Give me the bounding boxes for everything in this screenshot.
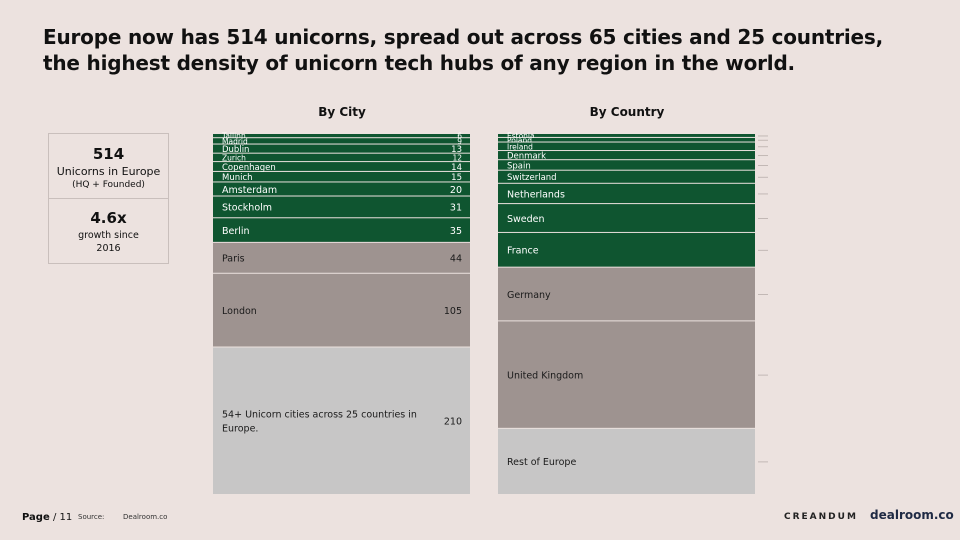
city-value-label: 105 (444, 306, 462, 317)
city-label: Zurich (222, 154, 246, 163)
source-label: Source: (78, 513, 105, 521)
dealroom-logo: dealroom.co (870, 508, 954, 522)
country-label: Germany (507, 290, 551, 301)
city-bar (213, 171, 470, 182)
slide-title: Europe now has 514 unicorns, spread out … (43, 25, 884, 75)
city-bar (213, 218, 470, 242)
country-bar (498, 183, 755, 204)
stat-note: 2016 (96, 243, 121, 254)
country-label: Denmark (507, 152, 546, 162)
city-bar (213, 182, 470, 196)
stat-value: 4.6x (90, 209, 127, 227)
page-number: / 11 (52, 512, 73, 523)
country-label: Poland (507, 136, 532, 145)
creandum-logo: CREANDUM (784, 512, 858, 522)
country-label: France (507, 246, 539, 257)
city-bar (213, 196, 470, 218)
city-value-label: 14 (451, 163, 462, 173)
country-label: United Kingdom (507, 370, 583, 381)
country-bar (498, 151, 755, 160)
city-label: Berlin (222, 226, 250, 237)
city-label: Copenhagen (222, 163, 276, 173)
city-value-label: 210 (444, 417, 462, 428)
city-value-label: 9 (457, 137, 462, 146)
country-bar (498, 267, 755, 321)
city-bar (213, 347, 470, 494)
country-label: Estonia (507, 132, 535, 141)
city-label: Amsterdam (222, 185, 277, 196)
city-value-label: 15 (451, 173, 462, 183)
city-bar (213, 242, 470, 273)
country-bar (498, 134, 755, 137)
city-bar (213, 273, 470, 347)
country-label: Rest of Europe (507, 457, 576, 468)
city-value-label: 6 (457, 132, 462, 141)
city-label: London (222, 306, 257, 317)
city-value-label: 20 (450, 185, 462, 196)
country-bar (498, 428, 755, 494)
stat-box-growth: 4.6x growth since 2016 (48, 198, 169, 264)
city-label: Tallinn (221, 132, 246, 141)
country-bar (498, 142, 755, 151)
city-bar (213, 134, 470, 138)
stat-note: growth since (78, 230, 139, 241)
country-bar (498, 204, 755, 232)
country-chart-title: By Country (589, 105, 665, 119)
city-value-label: 35 (450, 226, 462, 237)
source-value: Dealroom.co (123, 513, 168, 521)
country-label: Netherlands (507, 189, 565, 200)
city-value-label: 31 (450, 203, 462, 214)
country-label: Switzerland (507, 173, 557, 183)
country-bar (498, 170, 755, 183)
city-bar (213, 162, 470, 171)
page-indicator: Page / 11 (22, 512, 72, 523)
country-bar (498, 232, 755, 267)
city-value-label: 13 (451, 145, 462, 155)
city-bar (213, 144, 470, 153)
country-label: Sweden (507, 214, 545, 225)
country-label: Ireland (507, 142, 533, 151)
country-bar (498, 160, 755, 170)
stat-label: Unicorns in Europe (56, 165, 161, 178)
country-bar (498, 321, 755, 428)
city-bar (213, 153, 470, 162)
city-value-label: 44 (450, 254, 462, 265)
city-label: Paris (222, 254, 245, 265)
stat-note: (HQ + Founded) (72, 180, 145, 190)
city-label: Stockholm (222, 203, 272, 214)
country-bar (498, 137, 755, 142)
city-value-label: 12 (452, 154, 462, 163)
city-label: Madrid (222, 137, 248, 146)
city-bar (213, 138, 470, 144)
country-label: Spain (507, 161, 531, 171)
city-label: Munich (222, 173, 253, 183)
stat-value: 514 (92, 145, 125, 163)
page-label: Page (22, 512, 50, 523)
city-label: 54+ Unicorn cities across 25 countries i… (222, 410, 417, 435)
city-chart-title: By City (318, 105, 366, 119)
city-label: Dublin (222, 145, 249, 155)
